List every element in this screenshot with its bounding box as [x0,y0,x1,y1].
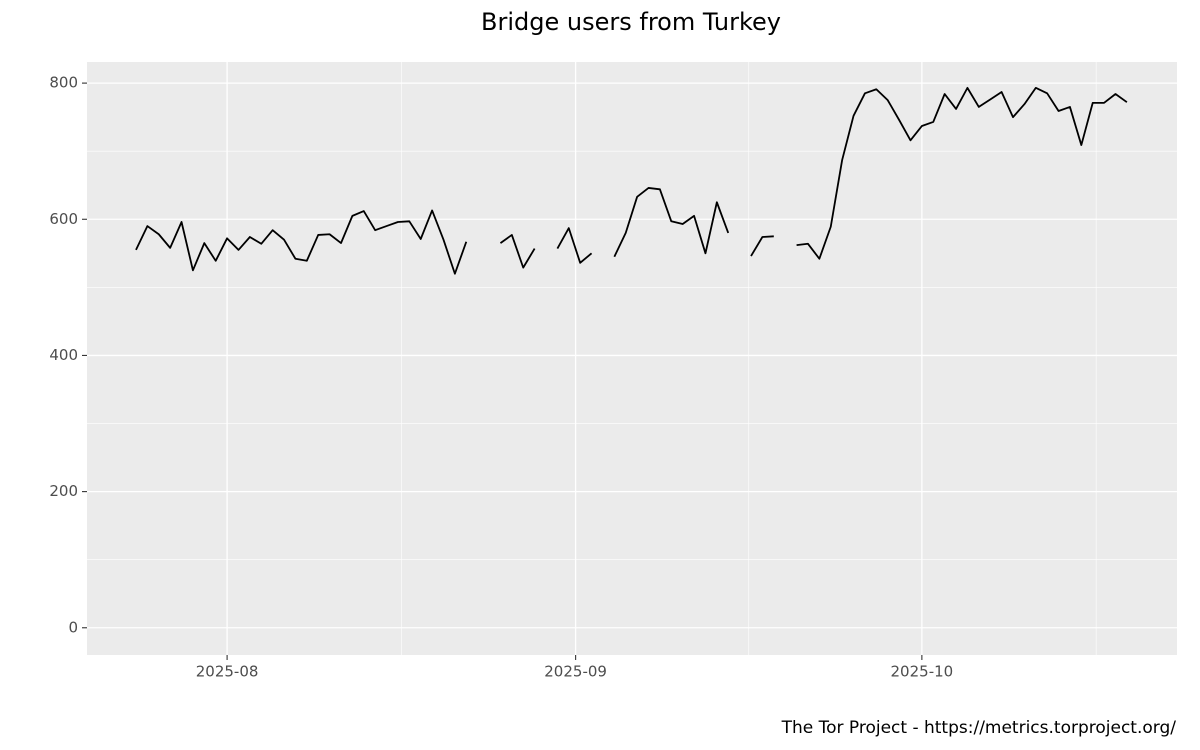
data-line [135,86,1128,275]
chart-title: Bridge users from Turkey [481,8,781,36]
x-tick-label: 2025-08 [196,663,259,681]
y-tick-label: 400 [49,346,78,364]
x-tick-label: 2025-09 [544,663,607,681]
y-tick-label: 800 [49,74,78,92]
x-tick-label: 2025-10 [891,663,954,681]
panel-background [87,62,1177,655]
caption: The Tor Project - https://metrics.torpro… [781,718,1177,738]
y-tick-label: 0 [68,618,78,636]
y-tick-label: 600 [49,210,78,228]
y-tick-label: 200 [49,482,78,500]
